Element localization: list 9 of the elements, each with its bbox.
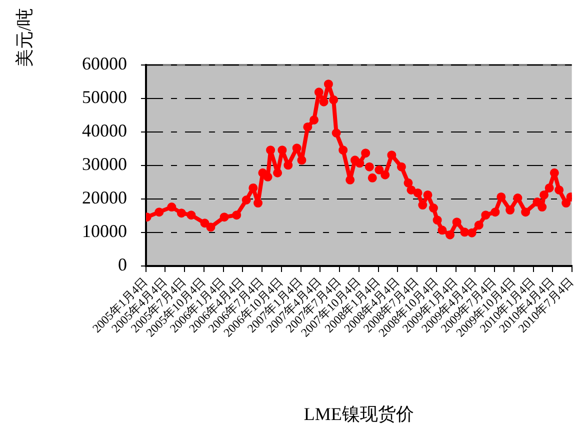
y-tick-label: 30000	[82, 154, 127, 174]
y-tick-label: 40000	[82, 120, 127, 141]
y-axis-title: 美元/吨	[14, 8, 35, 68]
x-axis-title: LME镍现货价	[304, 404, 414, 424]
y-tick-label: 10000	[82, 221, 127, 242]
y-tick-label: 50000	[82, 87, 127, 108]
y-tick-label: 60000	[82, 54, 127, 74]
y-tick-label: 0	[118, 254, 127, 275]
y-tick-label: 20000	[82, 188, 127, 208]
